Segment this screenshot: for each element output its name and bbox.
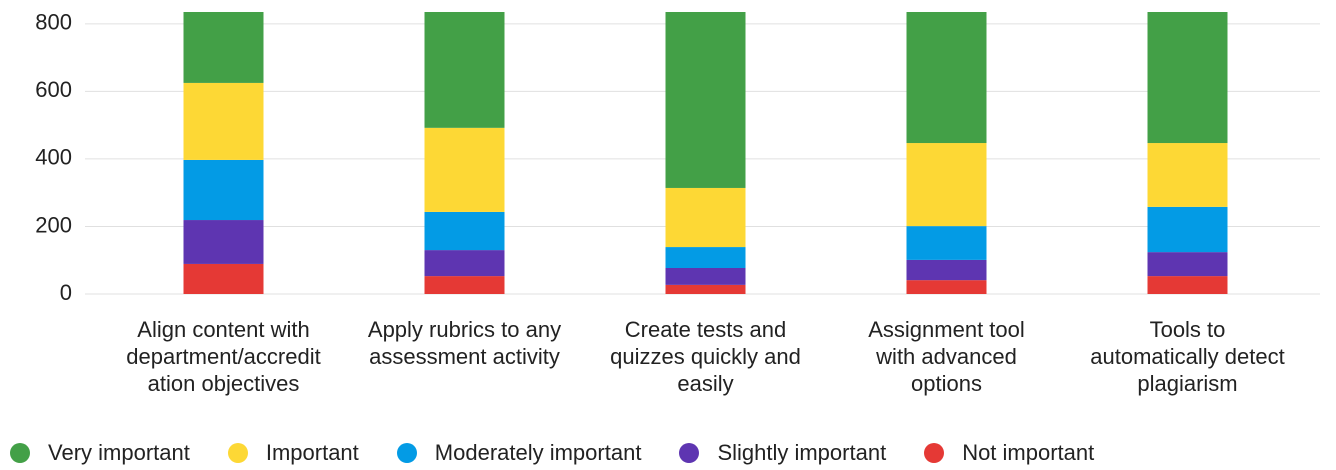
legend-item: Not important <box>924 440 1094 466</box>
y-tick-label: 600 <box>35 77 72 102</box>
x-tick-label: Align content with department/accreditat… <box>126 317 321 396</box>
legend-label: Very important <box>48 440 190 465</box>
x-tick-label: Tools to automatically detect plagiarism <box>1090 317 1285 396</box>
bar-segment <box>183 263 264 294</box>
legend-swatch <box>679 443 700 463</box>
legend-label: Not important <box>962 440 1095 465</box>
bar-segment <box>1147 206 1228 253</box>
legend-swatch <box>396 443 417 463</box>
legend-label: Slightly important <box>717 440 887 465</box>
y-tick-label: 0 <box>60 280 72 305</box>
legend-swatch <box>227 443 248 463</box>
bar-segment <box>906 12 987 144</box>
bar-segment <box>906 143 987 227</box>
x-tick-label: Apply rubrics to any assessment activity <box>367 317 562 369</box>
legend-swatch <box>10 443 30 463</box>
legend-item: Important <box>227 440 359 466</box>
bar-segment <box>183 159 264 221</box>
bar-segment <box>424 127 505 212</box>
bar-segment <box>1147 143 1228 207</box>
bar-segment <box>665 284 746 294</box>
bar-segment <box>1147 12 1228 144</box>
chart: 0 200 400 600 800 <box>35 10 1320 305</box>
bar-segment <box>424 250 505 277</box>
bar-segment <box>424 211 505 251</box>
bar-segment <box>906 226 987 260</box>
legend-label: Important <box>265 440 359 465</box>
bar-segment <box>1147 276 1228 294</box>
x-tick-label: Assignment tool with advanced options <box>868 317 1025 396</box>
legend-label: Moderately important <box>434 440 642 465</box>
bar-segment <box>183 220 264 264</box>
legend-item: Moderately important <box>396 440 642 466</box>
y-tick-label: 400 <box>35 145 72 170</box>
bar-segment <box>183 82 264 160</box>
bar-segment <box>665 12 746 188</box>
bar-segment <box>424 276 505 294</box>
bar-segment <box>665 187 746 248</box>
bar-segment <box>906 280 987 294</box>
bar-segment <box>1147 252 1228 277</box>
bar-segment <box>665 247 746 268</box>
bar-segment <box>906 259 987 281</box>
bar-segment <box>183 12 264 83</box>
bar-segment <box>424 12 505 128</box>
legend-swatch <box>924 443 945 463</box>
legend-item: Slightly important <box>679 440 886 466</box>
y-tick-label: 200 <box>35 212 72 237</box>
legend: Very important Important Moderately import… <box>10 440 1132 466</box>
legend-item: Very important <box>10 440 190 466</box>
y-tick-label: 800 <box>35 10 72 35</box>
bar-segment <box>665 267 746 285</box>
x-tick-label: Create tests and quizzes quickly and eas… <box>610 317 801 396</box>
